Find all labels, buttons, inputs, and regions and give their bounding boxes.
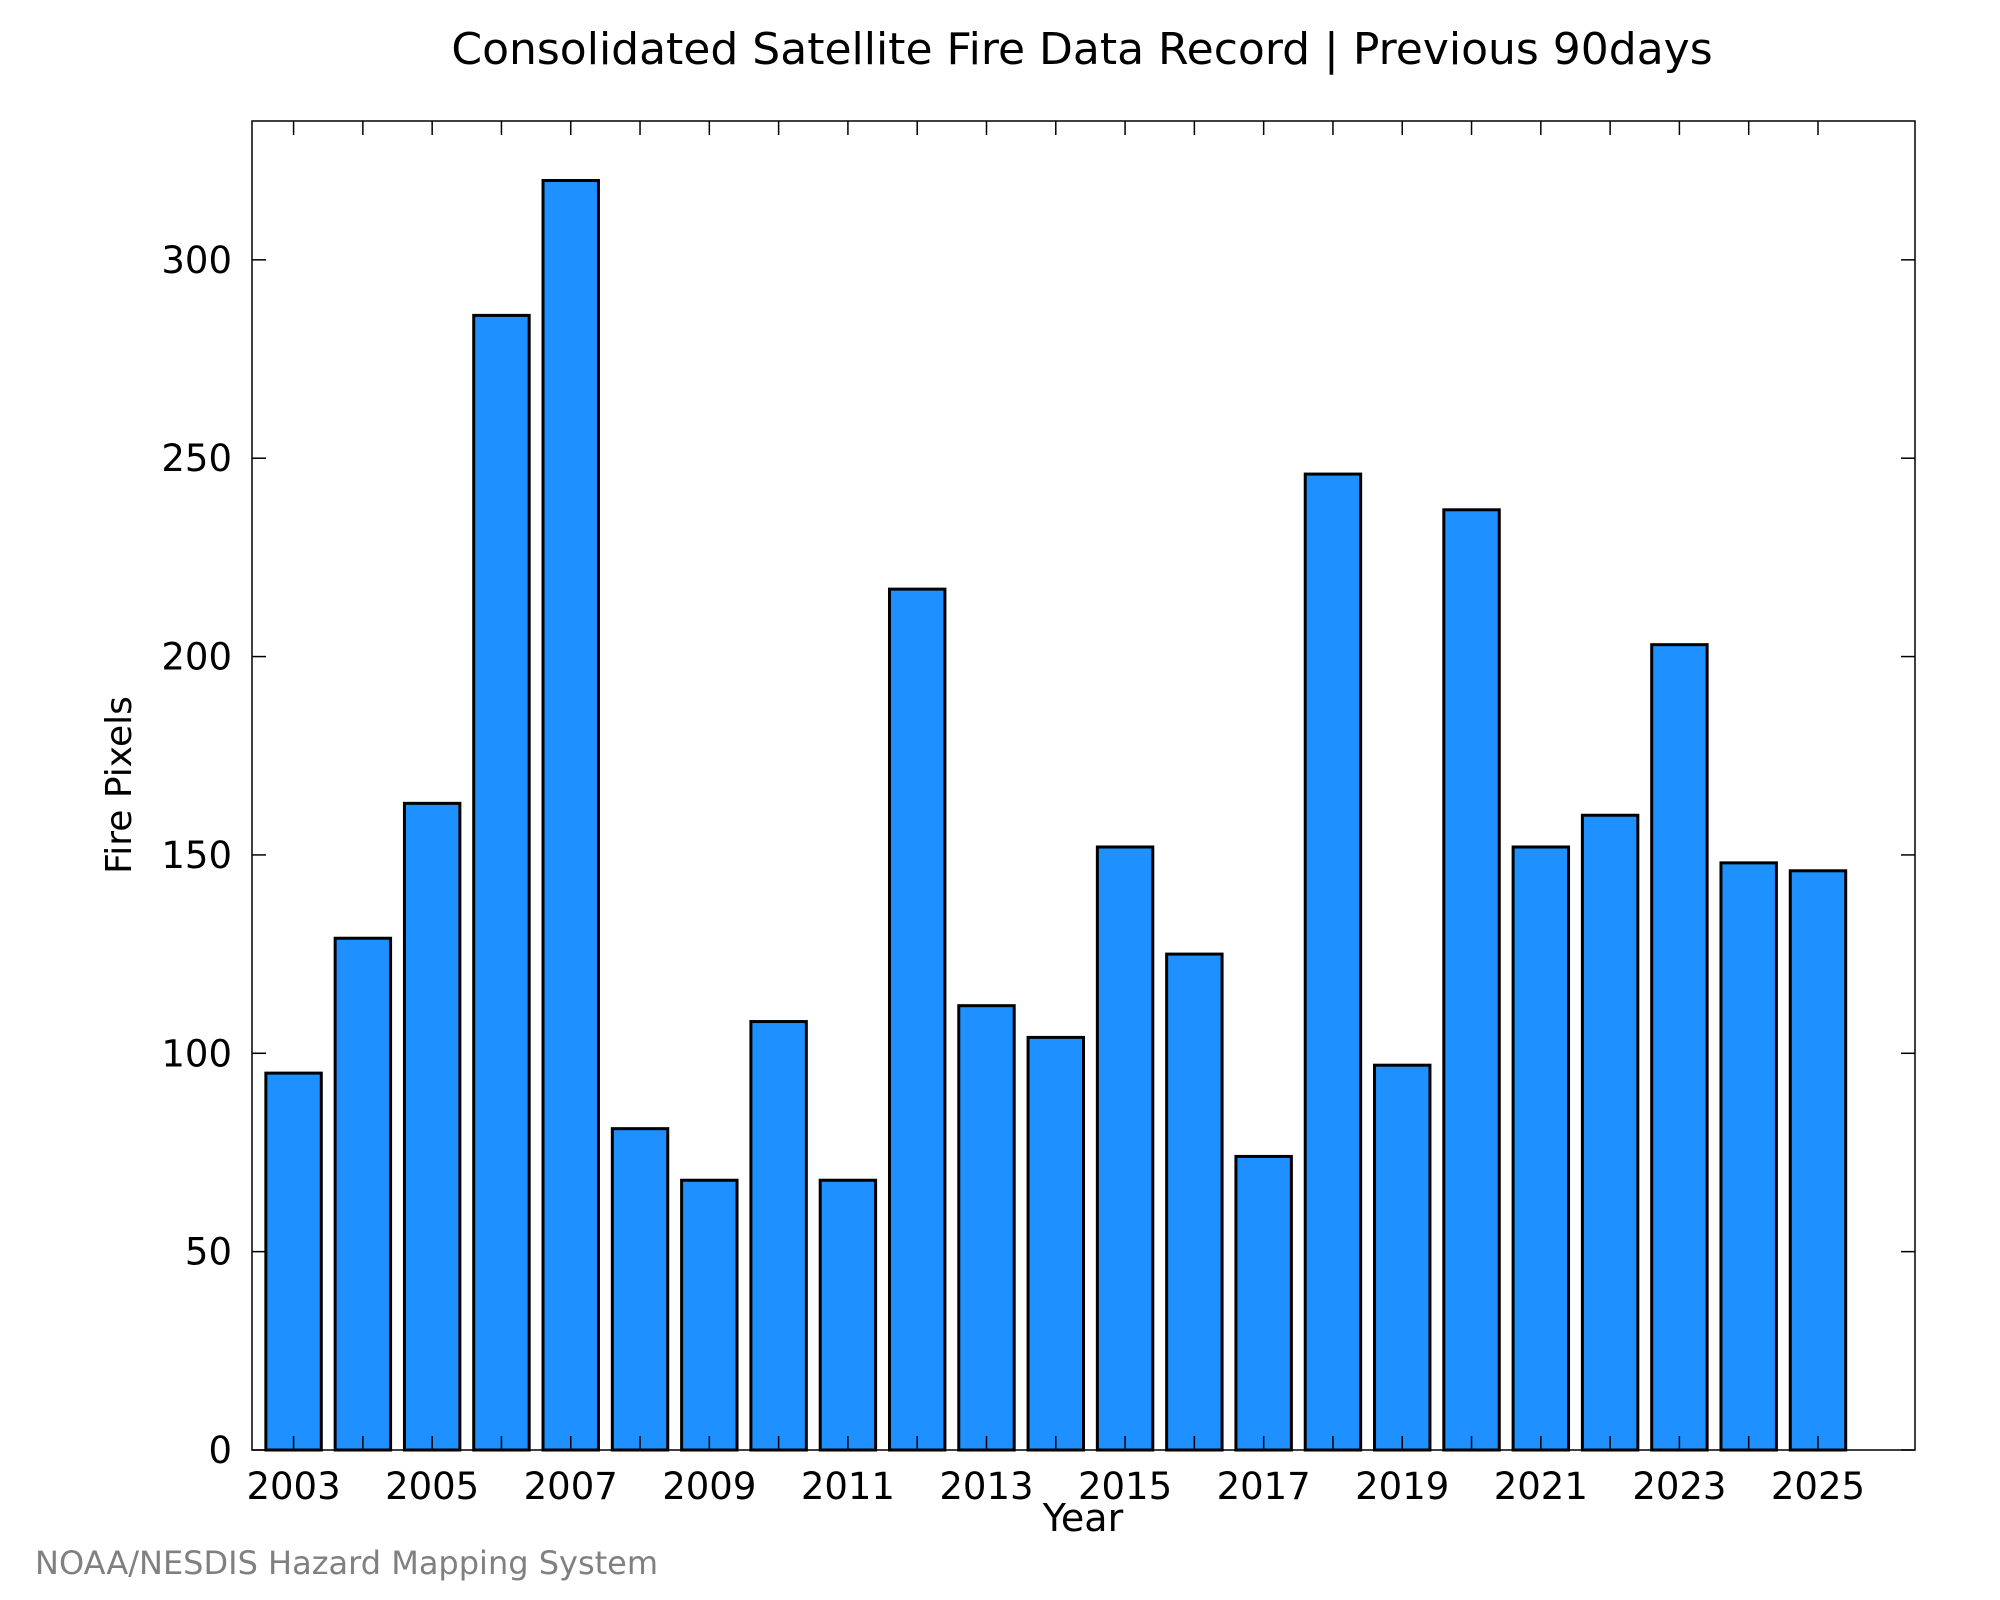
plot-frame — [251, 120, 1916, 1451]
chart-title: Consolidated Satellite Fire Data Record … — [451, 24, 1712, 75]
x-tick-label-2009: 2009 — [662, 1465, 756, 1508]
y-tick-label-0: 0 — [208, 1429, 232, 1472]
bar-2003 — [264, 1071, 323, 1452]
y-tick-label-200: 200 — [161, 636, 232, 679]
bar-2011 — [818, 1178, 878, 1452]
x-tick-label-2023: 2023 — [1632, 1465, 1726, 1508]
bar-2013 — [957, 1004, 1016, 1452]
y-axis-tick-labels: 0 50 100 150 200 250 300 — [161, 239, 232, 1472]
bar-2010 — [749, 1020, 808, 1452]
y-tick-label-100: 100 — [161, 1032, 232, 1075]
y-tick-label-150: 150 — [161, 834, 232, 877]
bar-2025 — [1788, 869, 1848, 1452]
bar-2024 — [1719, 861, 1778, 1452]
x-tick-label-2013: 2013 — [939, 1465, 1033, 1508]
y-tick-label-300: 300 — [161, 239, 232, 282]
bar-2016 — [1165, 952, 1224, 1452]
y-axis-label: Fire Pixels — [99, 696, 140, 874]
x-tick-label-2005: 2005 — [385, 1465, 479, 1508]
bar-2015 — [1095, 845, 1155, 1452]
x-axis-label: Year — [1042, 1496, 1124, 1540]
bar-2008 — [610, 1127, 670, 1452]
x-tick-label-2025: 2025 — [1771, 1465, 1865, 1508]
bar-2017 — [1234, 1154, 1293, 1452]
x-tick-label-2007: 2007 — [524, 1465, 618, 1508]
bar-2006 — [472, 313, 531, 1452]
x-tick-label-2011: 2011 — [801, 1465, 895, 1508]
bar-2009 — [680, 1178, 739, 1452]
bars-layer — [264, 179, 1848, 1452]
bar-2019 — [1373, 1063, 1432, 1452]
y-tick-label-50: 50 — [185, 1231, 232, 1274]
bar-2023 — [1650, 643, 1709, 1452]
bar-2022 — [1580, 813, 1640, 1452]
x-tick-label-2017: 2017 — [1217, 1465, 1311, 1508]
x-tick-label-2021: 2021 — [1494, 1465, 1588, 1508]
bar-2007 — [541, 179, 600, 1452]
y-tick-label-250: 250 — [161, 437, 232, 480]
bar-2018 — [1303, 472, 1363, 1452]
bar-2004 — [333, 936, 393, 1452]
bar-2014 — [1026, 1035, 1085, 1452]
source-note: NOAA/NESDIS Hazard Mapping System — [35, 1544, 658, 1582]
bar-2012 — [887, 587, 947, 1452]
bar-2020 — [1442, 508, 1501, 1452]
x-tick-label-2015: 2015 — [1078, 1465, 1172, 1508]
bar-2021 — [1511, 845, 1571, 1452]
bar-2005 — [402, 801, 462, 1452]
x-axis-tick-labels: 2003 2005 2007 2009 2011 2013 2015 2017 2019 2021… — [246, 1465, 1865, 1508]
x-tick-label-2003: 2003 — [246, 1465, 340, 1508]
x-tick-label-2019: 2019 — [1355, 1465, 1449, 1508]
